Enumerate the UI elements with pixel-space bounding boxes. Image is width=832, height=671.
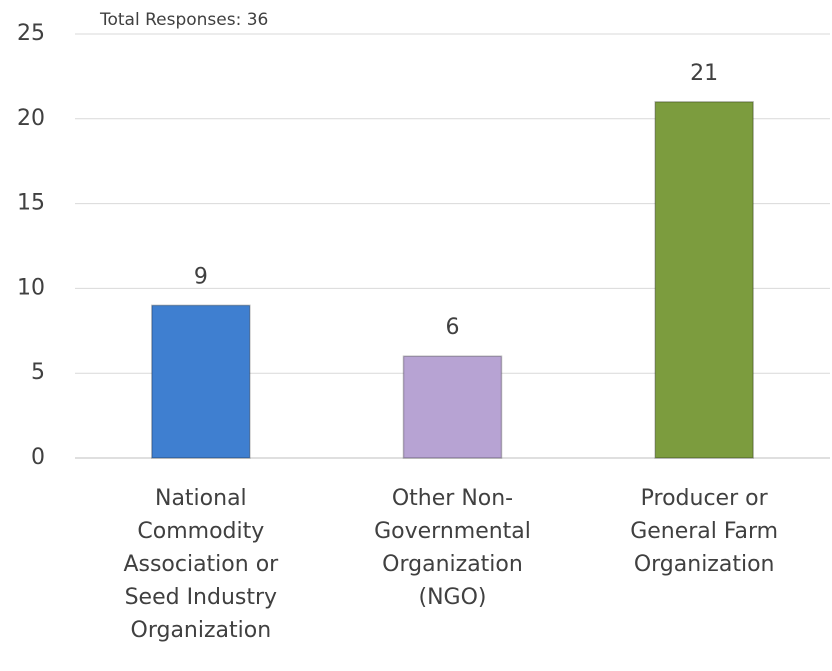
y-tick-label: 15	[17, 191, 45, 216]
x-tick-label: National Commodity Association or Seed I…	[123, 486, 279, 643]
y-tick-label: 5	[31, 360, 45, 385]
y-tick-label: 0	[31, 445, 45, 470]
y-tick-label: 10	[17, 275, 45, 300]
x-tick-label: Producer or General Farm Organization	[630, 486, 779, 577]
value-label: 6	[446, 315, 460, 340]
annotation: Total Responses: 36	[99, 10, 268, 30]
x-tick-label: Other Non- Governmental Organization (NG…	[374, 486, 531, 610]
bar	[402, 355, 503, 459]
bar	[654, 101, 754, 459]
value-label: 21	[690, 61, 718, 86]
bar	[151, 304, 251, 459]
y-tick-label: 25	[17, 21, 45, 46]
y-tick-label: 20	[17, 106, 45, 131]
value-label: 9	[194, 264, 208, 289]
